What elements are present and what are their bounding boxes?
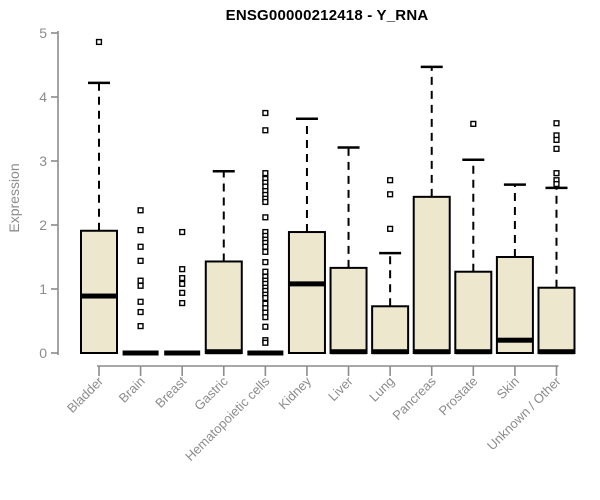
y-tick-label: 0 <box>39 345 47 361</box>
outlier-point <box>137 323 144 330</box>
y-axis: 0 1 2 3 4 5 <box>39 25 59 361</box>
outlier-point <box>553 180 560 188</box>
outlier-point <box>262 109 269 117</box>
y-tick-label: 3 <box>39 153 47 169</box>
outlier-point <box>262 339 269 346</box>
median-line <box>413 349 450 355</box>
outlier-point <box>262 314 269 321</box>
outlier-point <box>179 228 186 236</box>
boxplot-bladder <box>80 38 118 354</box>
outlier-point <box>387 177 394 184</box>
x-tick-label: Skin <box>494 374 522 402</box>
x-tick-label: Liver <box>325 373 356 404</box>
outlier-point <box>137 227 144 234</box>
box <box>371 305 410 354</box>
outlier-point <box>137 308 144 316</box>
outlier-point <box>179 289 186 296</box>
median-line <box>205 349 242 355</box>
x-tick-label: Prostate <box>436 374 481 419</box>
y-tick-label: 2 <box>39 217 47 233</box>
boxplot-unknown-other <box>537 120 576 355</box>
boxplot-liver <box>329 146 368 355</box>
median-line <box>164 350 201 356</box>
outlier-point <box>262 294 269 302</box>
box <box>329 266 368 355</box>
boxplot-breast <box>164 228 201 356</box>
median-line <box>372 349 409 355</box>
outlier-point <box>470 120 477 127</box>
median-line <box>455 349 492 355</box>
boxplot-kidney <box>287 117 326 354</box>
x-tick-label: Pancreas <box>389 373 439 423</box>
outlier-point <box>262 198 269 206</box>
x-tick-label: Brain <box>116 374 148 406</box>
box <box>80 229 118 354</box>
outlier-point <box>262 268 269 275</box>
boxplot-skin <box>495 183 534 354</box>
outlier-point <box>179 280 186 287</box>
median-line <box>122 350 159 356</box>
box <box>412 195 451 354</box>
outlier-point <box>262 323 269 330</box>
outlier-point <box>553 145 560 152</box>
median-line <box>247 350 284 356</box>
median-line <box>330 349 367 355</box>
outlier-point <box>262 170 269 177</box>
y-tick-label: 4 <box>39 89 47 105</box>
boxplot-pancreas <box>412 65 451 355</box>
y-tick-label: 5 <box>39 25 47 41</box>
median-line <box>496 337 533 343</box>
x-tick-label: Breast <box>152 373 189 410</box>
boxplot-hematopoietic-cells <box>247 109 284 356</box>
outlier-point <box>137 243 144 250</box>
box <box>204 260 243 355</box>
outlier-point <box>553 170 560 177</box>
outlier-point <box>387 191 394 198</box>
boxplot-brain <box>122 207 159 356</box>
outlier-point <box>262 214 269 221</box>
boxplot-gastric <box>204 169 243 355</box>
x-tick-label: Kidney <box>275 373 314 412</box>
outlier-point <box>137 298 144 305</box>
box <box>537 286 576 354</box>
outlier-point <box>262 259 269 266</box>
x-tick-label: Lung <box>366 374 397 405</box>
outlier-point <box>262 248 269 255</box>
outlier-point <box>553 136 560 143</box>
outlier-point <box>387 225 394 232</box>
box <box>287 231 326 354</box>
median-line <box>81 293 117 299</box>
x-tick-label: Bladder <box>64 373 107 416</box>
x-tick-label: Unknown / Other <box>484 373 564 453</box>
boxplot-prostate <box>454 120 493 355</box>
median-line <box>538 349 575 355</box>
box <box>495 256 534 354</box>
box <box>454 270 493 354</box>
outlier-point <box>262 243 269 250</box>
y-tick-label: 1 <box>39 281 47 297</box>
chart-title: ENSG00000212418 - Y_RNA <box>225 7 429 24</box>
outlier-point <box>137 277 144 284</box>
outlier-point <box>137 257 144 264</box>
outlier-point <box>179 299 186 307</box>
outlier-point <box>179 266 186 273</box>
outlier-point <box>95 38 103 46</box>
x-tick-label: Gastric <box>191 373 231 413</box>
outlier-point <box>553 120 560 127</box>
boxplot-lung <box>371 177 410 355</box>
outlier-point <box>137 282 144 289</box>
median-line <box>288 281 325 287</box>
outlier-point <box>179 275 186 282</box>
outlier-point <box>137 207 144 214</box>
outlier-point <box>262 127 269 134</box>
